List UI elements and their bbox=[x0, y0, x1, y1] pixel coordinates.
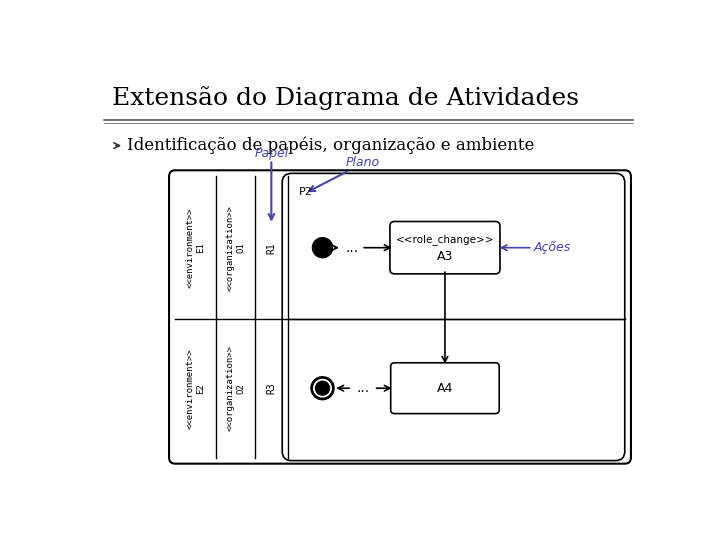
Text: Papel: Papel bbox=[254, 146, 289, 159]
Text: R3: R3 bbox=[266, 382, 276, 394]
Circle shape bbox=[312, 238, 333, 258]
Text: Plano: Plano bbox=[346, 156, 380, 168]
FancyBboxPatch shape bbox=[390, 221, 500, 274]
Text: <<organization>>
O1: <<organization>> O1 bbox=[225, 205, 245, 291]
FancyBboxPatch shape bbox=[282, 173, 625, 461]
Circle shape bbox=[312, 377, 333, 399]
Text: <<role_change>>: <<role_change>> bbox=[396, 234, 494, 245]
Text: A3: A3 bbox=[437, 251, 453, 264]
Text: R1: R1 bbox=[266, 242, 276, 254]
Text: Identificação de papéis, organização e ambiente: Identificação de papéis, organização e a… bbox=[127, 137, 534, 154]
Text: Extensão do Diagrama de Atividades: Extensão do Diagrama de Atividades bbox=[112, 86, 579, 110]
FancyBboxPatch shape bbox=[391, 363, 499, 414]
Text: <<organization>>
O2: <<organization>> O2 bbox=[225, 345, 245, 431]
Text: ...: ... bbox=[346, 241, 359, 255]
Text: A4: A4 bbox=[437, 382, 453, 395]
FancyBboxPatch shape bbox=[169, 170, 631, 464]
Text: <<environment>>
E1: <<environment>> E1 bbox=[186, 207, 205, 288]
Text: P2: P2 bbox=[299, 187, 312, 197]
Text: <<environment>>
E2: <<environment>> E2 bbox=[186, 348, 205, 429]
Text: Ações: Ações bbox=[534, 241, 572, 254]
Text: ...: ... bbox=[356, 381, 369, 395]
Circle shape bbox=[315, 381, 330, 395]
